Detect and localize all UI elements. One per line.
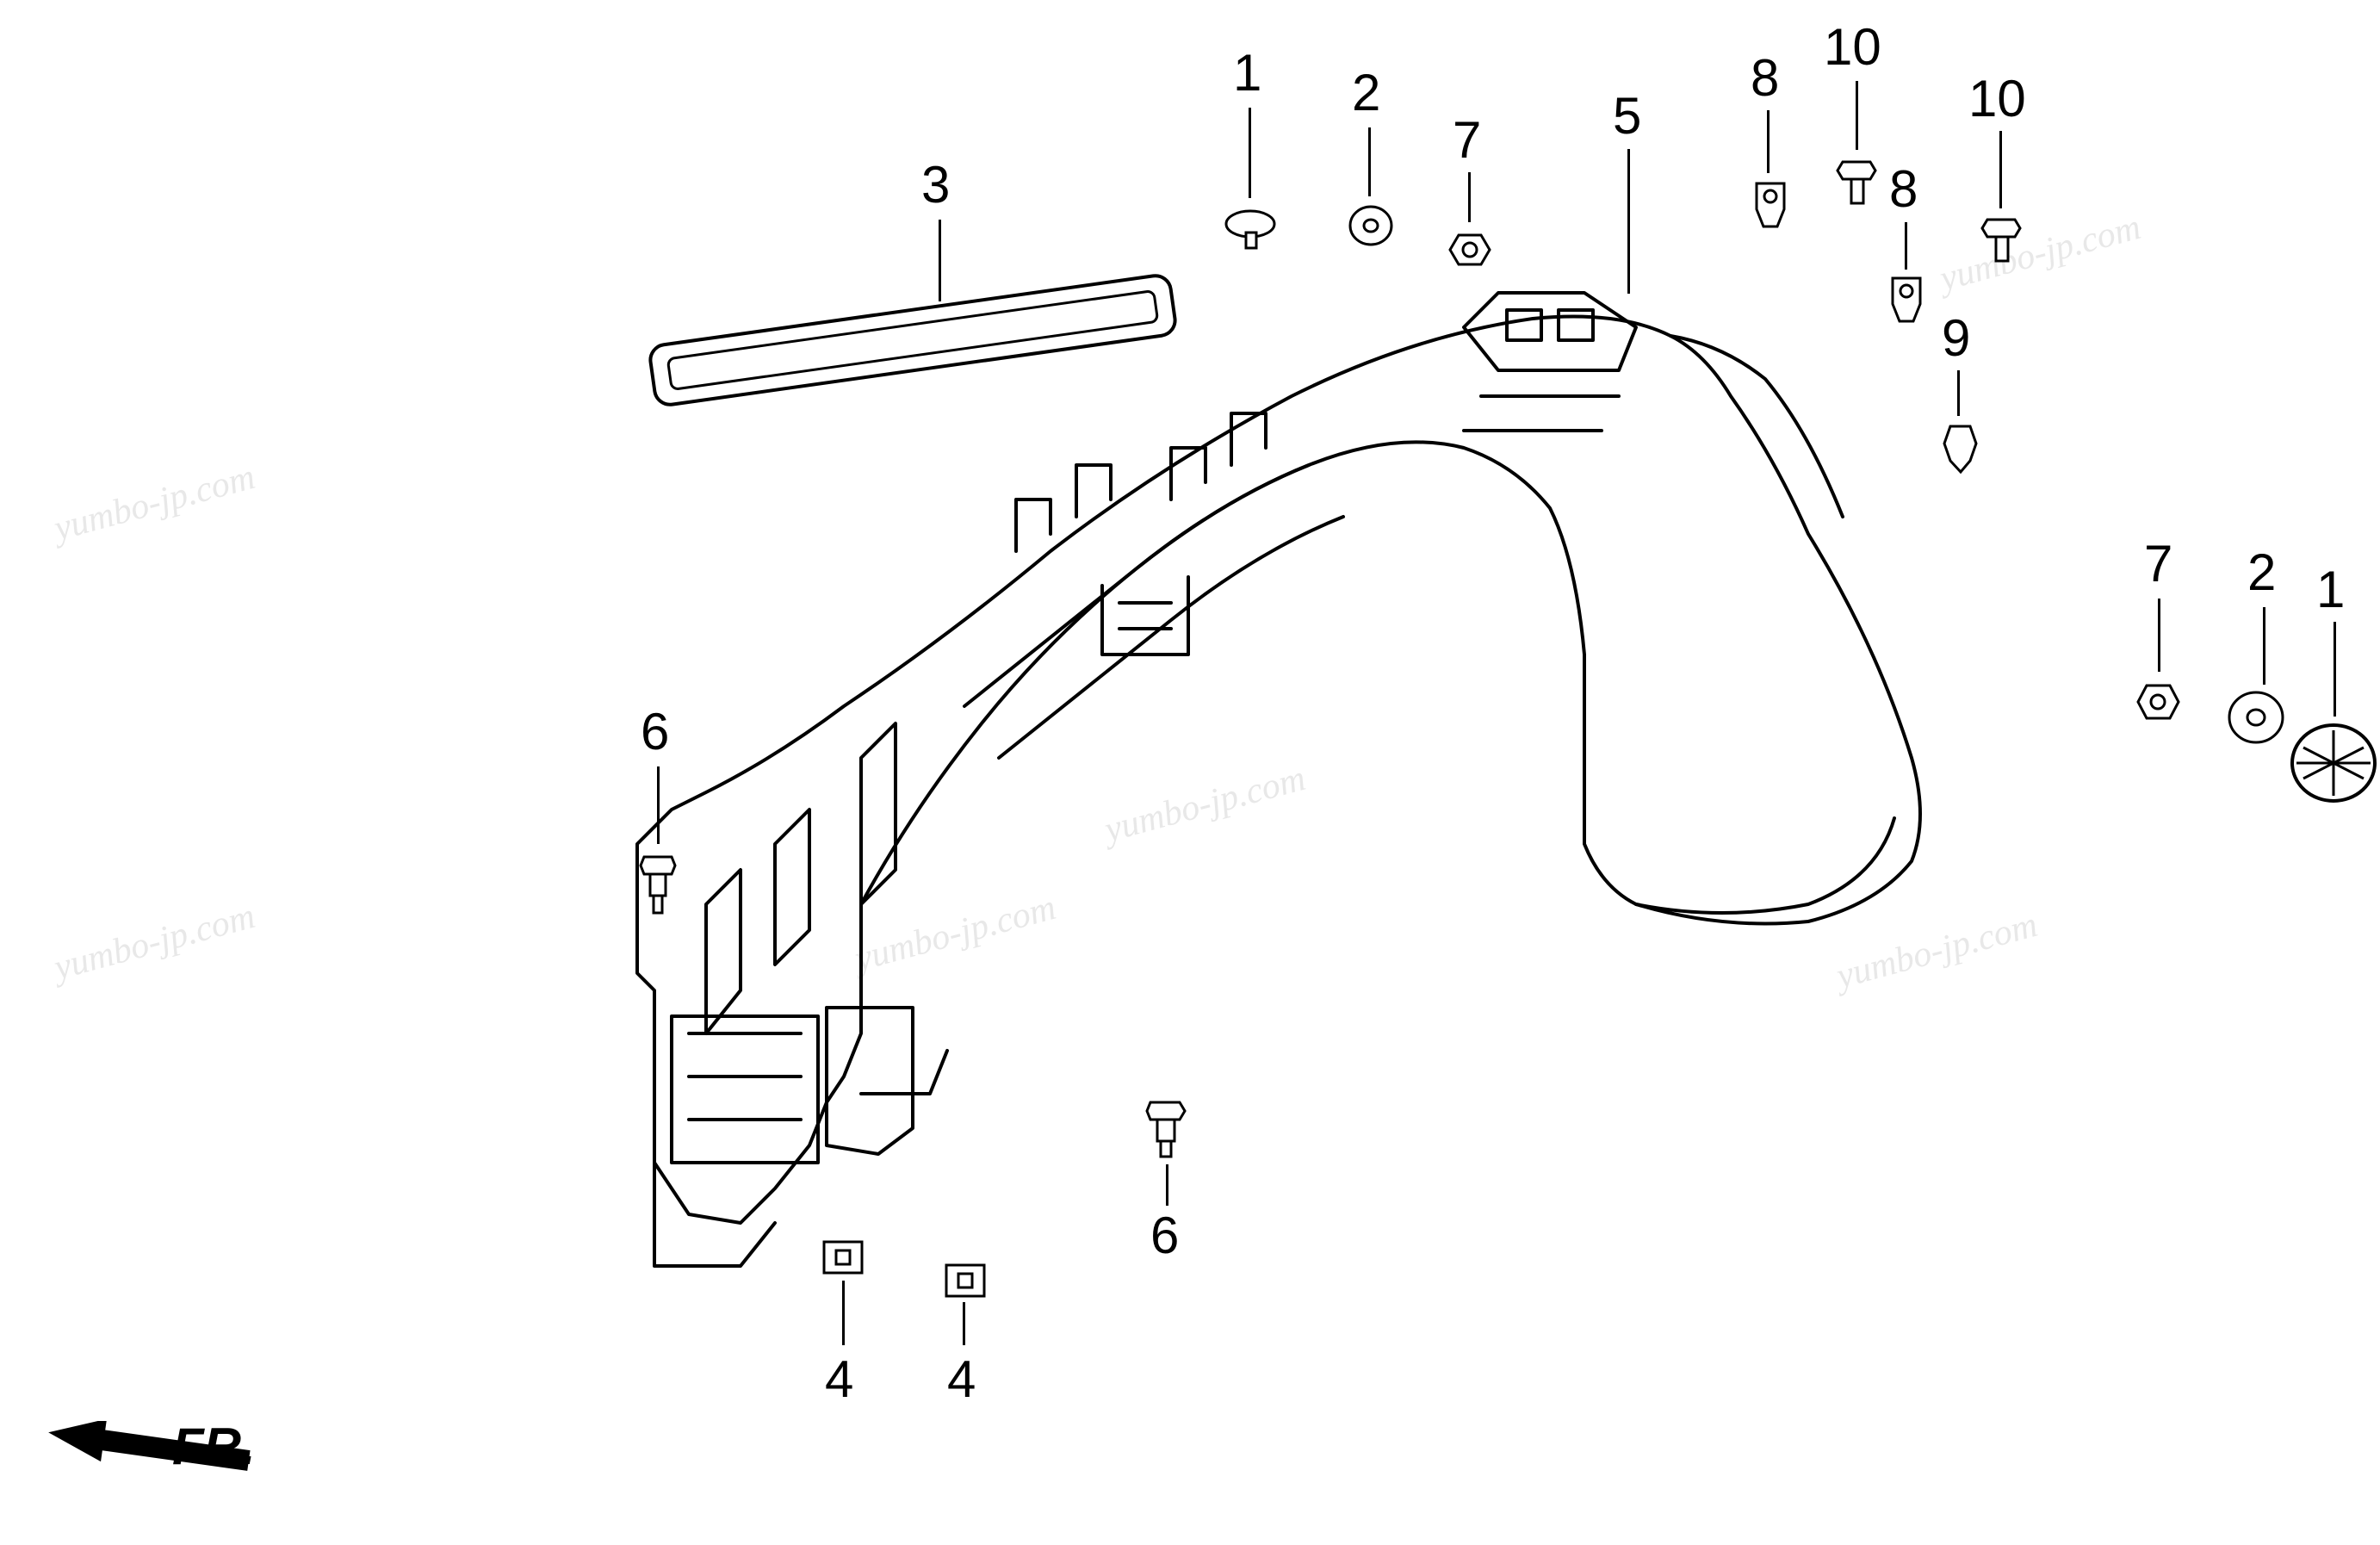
- parts-diagram: yumbo-jp.com yumbo-jp.com yumbo-jp.com y…: [0, 0, 2380, 1545]
- leader-line: [842, 1281, 845, 1345]
- callout-number: 1: [2316, 560, 2345, 619]
- part-cap: [1223, 207, 1279, 258]
- callout-number: 8: [1889, 159, 1918, 219]
- part-clip: [1750, 179, 1793, 239]
- callout-number: 2: [2247, 543, 2276, 602]
- part-screw: [1144, 1098, 1191, 1167]
- leader-line: [1627, 149, 1630, 294]
- callout-number: 9: [1942, 308, 1970, 368]
- part-square-clip: [821, 1238, 865, 1281]
- watermark: yumbo-jp.com: [50, 896, 259, 989]
- part-square-clip: [943, 1262, 988, 1305]
- callout-number: 6: [641, 702, 669, 761]
- leader-line: [1368, 127, 1371, 196]
- callout-number: 2: [1352, 63, 1380, 122]
- watermark: yumbo-jp.com: [50, 456, 259, 549]
- leader-line: [1999, 131, 2002, 208]
- callout-number: 1: [1233, 43, 1261, 102]
- leader-line: [939, 220, 941, 301]
- callout-number: 7: [2144, 534, 2172, 593]
- part-nut: [1448, 228, 1493, 276]
- leader-line: [657, 766, 660, 844]
- callout-number: 3: [921, 155, 950, 214]
- part-nut: [2135, 679, 2183, 730]
- leader-line: [1468, 172, 1471, 222]
- callout-number: 7: [1453, 110, 1481, 170]
- front-direction-indicator: FR.: [43, 1417, 256, 1476]
- leader-line: [2334, 622, 2336, 717]
- part-bolt: [1979, 215, 2026, 271]
- leader-line: [1957, 370, 1960, 416]
- leader-line: [1856, 81, 1858, 150]
- callout-number: 10: [1824, 17, 1881, 77]
- part-screw: [637, 853, 680, 926]
- callout-number: 6: [1150, 1206, 1179, 1265]
- callout-number: 8: [1751, 48, 1779, 108]
- callout-number: 5: [1613, 86, 1641, 146]
- part-bolt: [1834, 158, 1881, 214]
- leader-line: [1166, 1164, 1168, 1206]
- leader-line: [1249, 108, 1251, 198]
- part-cap: [2286, 722, 2380, 812]
- leader-line: [963, 1302, 965, 1345]
- part-washer: [2226, 689, 2286, 751]
- fr-label: FR.: [172, 1417, 256, 1476]
- callout-number: 10: [1968, 69, 2026, 128]
- leader-line: [2158, 599, 2160, 672]
- part-washer: [1348, 203, 1395, 252]
- part-plug: [1937, 422, 1985, 482]
- part-clip: [1886, 274, 1929, 334]
- leader-line: [1767, 110, 1770, 173]
- callout-number: 4: [947, 1350, 976, 1409]
- callout-number: 4: [825, 1350, 853, 1409]
- leader-line: [1905, 222, 1907, 270]
- leader-line: [2263, 607, 2265, 685]
